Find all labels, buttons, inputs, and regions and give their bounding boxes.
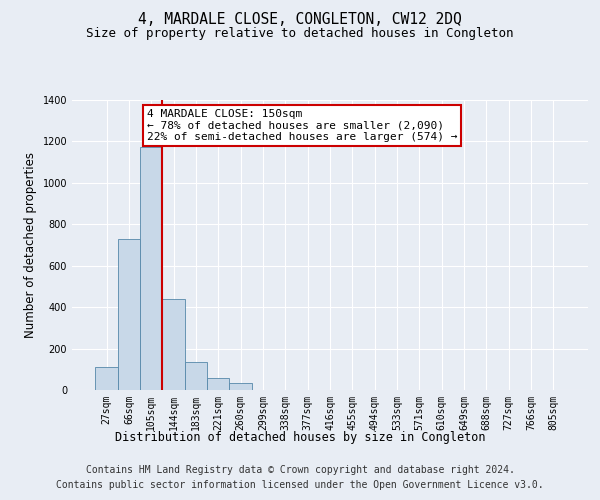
Text: Contains HM Land Registry data © Crown copyright and database right 2024.: Contains HM Land Registry data © Crown c… — [86, 465, 514, 475]
Text: 4 MARDALE CLOSE: 150sqm
← 78% of detached houses are smaller (2,090)
22% of semi: 4 MARDALE CLOSE: 150sqm ← 78% of detache… — [147, 108, 457, 142]
Text: 4, MARDALE CLOSE, CONGLETON, CW12 2DQ: 4, MARDALE CLOSE, CONGLETON, CW12 2DQ — [138, 12, 462, 28]
Bar — [140, 146, 163, 390]
Y-axis label: Number of detached properties: Number of detached properties — [24, 152, 37, 338]
Text: Distribution of detached houses by size in Congleton: Distribution of detached houses by size … — [115, 431, 485, 444]
Text: Contains public sector information licensed under the Open Government Licence v3: Contains public sector information licen… — [56, 480, 544, 490]
Bar — [163, 299, 185, 390]
Bar — [207, 378, 229, 390]
Bar — [95, 367, 118, 390]
Bar — [118, 239, 140, 390]
Bar — [229, 384, 252, 390]
Text: Size of property relative to detached houses in Congleton: Size of property relative to detached ho… — [86, 28, 514, 40]
Bar — [185, 362, 207, 390]
